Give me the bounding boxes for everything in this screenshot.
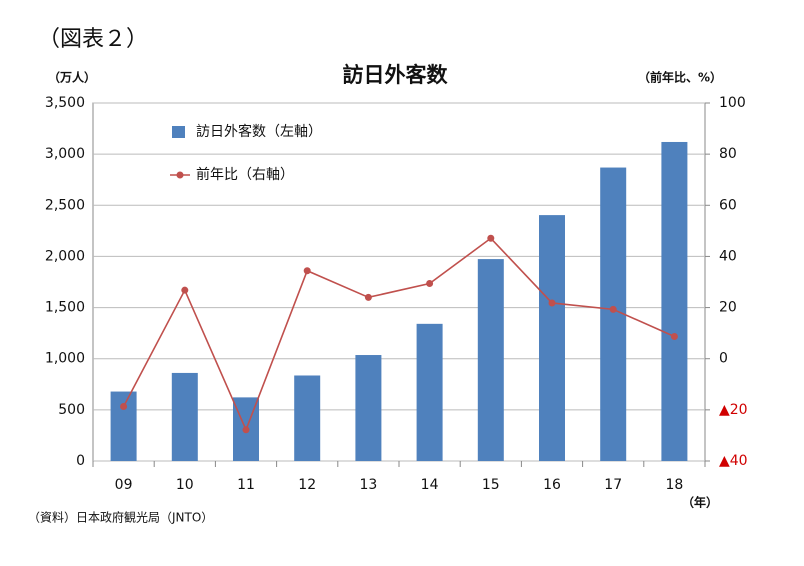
x-tick-label: 18 <box>665 477 683 493</box>
y-axis-label: （万人） <box>48 70 96 85</box>
line-point <box>120 403 128 411</box>
y2-tick-label: 80 <box>719 146 737 162</box>
line-point <box>609 305 617 313</box>
y-tick-label: 1,000 <box>45 351 85 367</box>
x-axis-label: （年） <box>682 495 718 510</box>
bar <box>477 259 504 461</box>
y2-axis-label: （前年比、%） <box>638 70 722 85</box>
y-tick-label: 2,000 <box>45 248 85 264</box>
bar <box>600 167 627 461</box>
x-tick-label: 17 <box>604 477 622 493</box>
line-point <box>487 234 495 242</box>
bar <box>661 141 688 461</box>
chart-title: 訪日外客数 <box>343 63 449 87</box>
bar <box>416 323 443 461</box>
bar <box>110 391 137 461</box>
legend-swatch <box>172 126 185 138</box>
y2-tick-label: 60 <box>719 197 737 213</box>
line-point <box>242 426 250 434</box>
bar <box>355 355 382 461</box>
y-tick-label: 500 <box>58 402 85 418</box>
bar <box>539 215 565 461</box>
y-tick-label: 0 <box>76 453 85 469</box>
line-point <box>548 299 556 307</box>
figure-label: （図表２） <box>38 27 148 52</box>
y2-tick-label: ▲40 <box>719 453 748 469</box>
x-tick-label: 11 <box>237 477 255 493</box>
line <box>122 237 675 432</box>
y2-tick-label: ▲20 <box>719 402 748 418</box>
line-point <box>426 280 434 288</box>
line-point <box>303 267 311 275</box>
line-point <box>670 332 678 340</box>
y-tick-label: 3,000 <box>45 146 85 162</box>
x-tick-label: 09 <box>115 477 133 493</box>
y2-tick-label: 20 <box>719 300 737 316</box>
y-tick-label: 1,500 <box>45 300 85 316</box>
y2-tick-label: 40 <box>719 248 737 264</box>
y2-tick-label: 0 <box>719 351 728 367</box>
legend-swatch <box>176 171 184 179</box>
x-tick-label: 16 <box>543 477 561 493</box>
x-tick-label: 10 <box>176 477 194 493</box>
x-tick-label: 15 <box>482 477 500 493</box>
x-tick-label: 12 <box>298 477 316 493</box>
bar <box>294 375 321 461</box>
x-tick-label: 13 <box>359 477 377 493</box>
line-point <box>181 286 189 294</box>
x-tick-label: 14 <box>421 477 439 493</box>
bar <box>171 372 198 461</box>
y-tick-label: 2,500 <box>45 197 85 213</box>
y-tick-label: 3,500 <box>45 95 85 111</box>
line-point <box>364 293 372 301</box>
y2-tick-label: 100 <box>719 95 746 111</box>
legend-label: 訪日外客数（左軸） <box>196 123 322 140</box>
source: （資料）日本政府観光局（JNTO） <box>28 510 213 525</box>
legend-label: 前年比（右軸） <box>196 166 294 183</box>
